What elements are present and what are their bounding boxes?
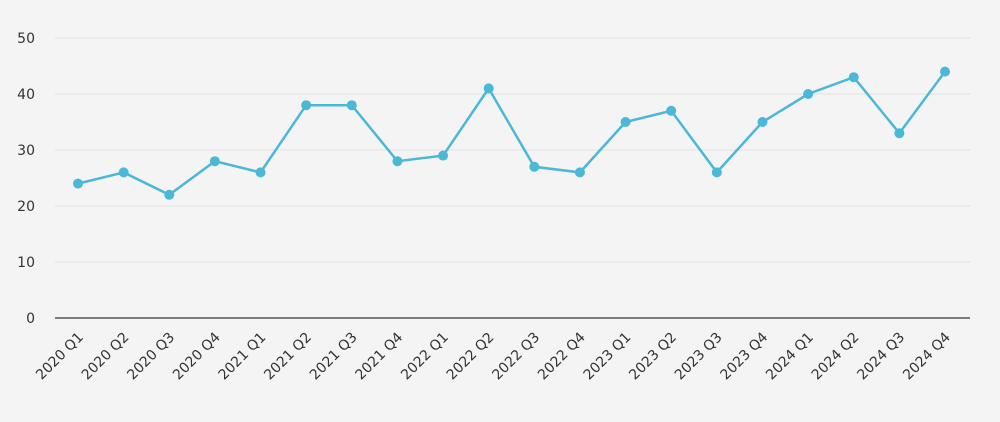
data-point bbox=[894, 128, 905, 139]
x-tick-label: 2023 Q1 bbox=[581, 330, 635, 384]
x-tick-label: 2024 Q4 bbox=[900, 329, 954, 383]
data-point bbox=[346, 100, 357, 111]
x-tick-label: 2023 Q2 bbox=[626, 330, 680, 384]
data-point bbox=[803, 89, 814, 99]
data-point bbox=[438, 150, 449, 161]
data-point bbox=[574, 167, 585, 178]
data-point bbox=[529, 161, 540, 172]
data-point bbox=[940, 66, 950, 77]
data-point bbox=[757, 117, 768, 127]
x-tick-label: 2021 Q2 bbox=[261, 330, 315, 384]
y-tick-label: 10 bbox=[17, 255, 35, 271]
x-tick-label: 2024 Q2 bbox=[809, 330, 863, 384]
data-point bbox=[392, 156, 403, 167]
x-tick-label: 2023 Q3 bbox=[672, 330, 726, 384]
data-point bbox=[73, 178, 83, 189]
y-tick-label: 20 bbox=[17, 199, 35, 215]
x-tick-label: 2023 Q4 bbox=[718, 329, 772, 383]
data-point bbox=[666, 105, 677, 116]
x-tick-label: 2022 Q4 bbox=[535, 329, 589, 383]
x-tick-label: 2020 Q2 bbox=[79, 330, 133, 384]
y-tick-label: 30 bbox=[17, 143, 35, 159]
x-tick-label: 2020 Q4 bbox=[170, 329, 224, 383]
x-tick-label: 2022 Q1 bbox=[398, 330, 452, 384]
x-tick-label: 2024 Q1 bbox=[763, 330, 817, 384]
x-tick-label: 2021 Q3 bbox=[307, 330, 361, 384]
data-point bbox=[255, 167, 266, 178]
x-tick-label: 2024 Q3 bbox=[854, 330, 908, 384]
y-tick-label: 40 bbox=[17, 87, 35, 103]
series-line bbox=[77, 70, 947, 197]
data-point bbox=[301, 100, 312, 111]
data-point bbox=[848, 72, 859, 83]
x-tick-label: 2022 Q2 bbox=[444, 330, 498, 384]
data-point bbox=[118, 167, 129, 178]
x-tick-label: 2021 Q1 bbox=[216, 330, 270, 384]
data-point bbox=[711, 167, 722, 178]
data-point bbox=[483, 83, 494, 94]
x-tick-label: 2020 Q3 bbox=[124, 330, 178, 384]
y-tick-label: 50 bbox=[17, 31, 35, 47]
x-tick-label: 2022 Q3 bbox=[489, 330, 543, 384]
y-tick-label: 0 bbox=[26, 311, 35, 327]
data-point bbox=[209, 156, 220, 167]
x-tick-label: 2021 Q4 bbox=[352, 329, 406, 383]
data-point bbox=[164, 189, 175, 200]
x-tick-label: 2020 Q1 bbox=[33, 330, 87, 384]
data-point bbox=[620, 117, 631, 127]
